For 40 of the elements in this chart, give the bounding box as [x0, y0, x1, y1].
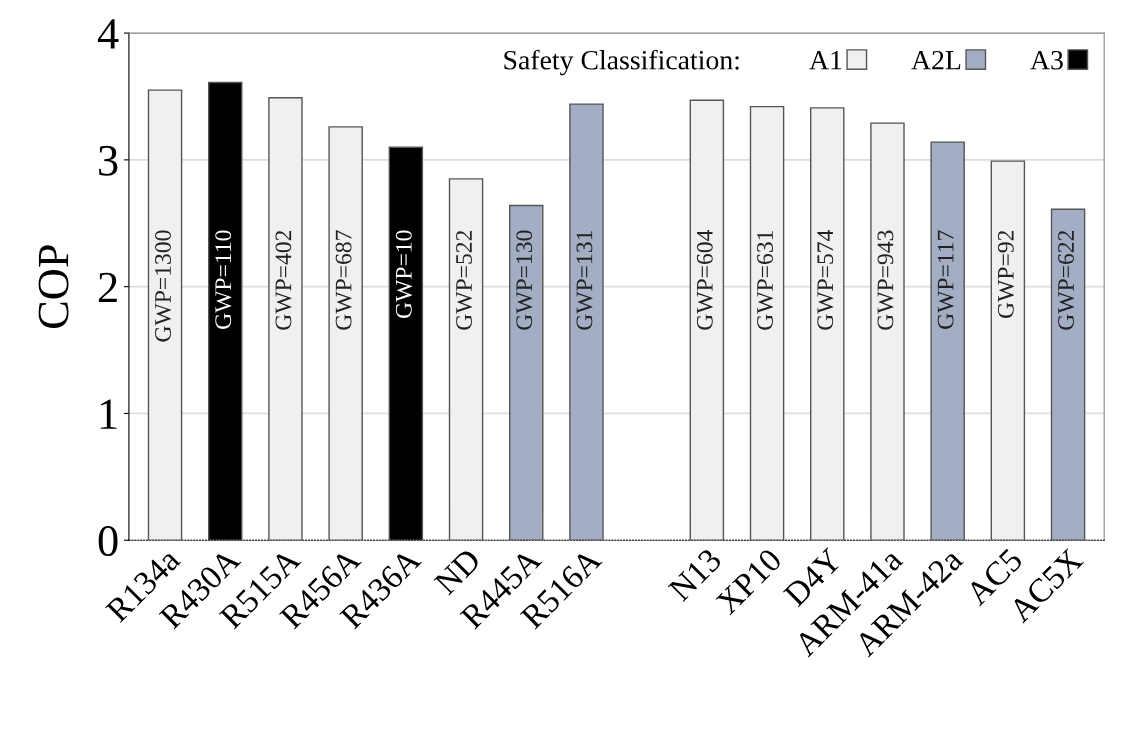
annotation: GWP=1300	[155, 230, 172, 342]
bar	[569, 103, 604, 541]
annotation: GWP=631	[757, 231, 774, 330]
bar	[749, 105, 785, 541]
annotation: GWP=10	[395, 230, 412, 319]
annotation: GWP=604	[696, 229, 713, 330]
annotation: GWP=110	[215, 230, 232, 329]
annotation: GWP=402	[275, 230, 292, 330]
legend-label: A2L	[911, 50, 961, 70]
y-axis-title: COP	[38, 245, 69, 329]
legend-title: Safety Classification:	[504, 49, 739, 76]
annotation: GWP=574	[817, 229, 834, 330]
bar	[508, 204, 544, 541]
bar	[207, 81, 243, 541]
bar	[388, 146, 424, 541]
legend-label: A3	[1030, 50, 1063, 70]
bar	[930, 141, 965, 541]
annotation: GWP=622	[1058, 230, 1075, 330]
annotation: GWP=522	[456, 230, 473, 330]
bar	[689, 99, 725, 541]
bar	[810, 107, 845, 541]
bar	[870, 122, 905, 541]
annotation: GWP=92	[997, 230, 1014, 319]
y-tick-label: 4	[97, 19, 119, 49]
y-tick-label: 2	[98, 272, 117, 303]
annotation: GWP=131	[576, 231, 593, 330]
annotation: GWP=687	[335, 230, 352, 330]
bar	[448, 178, 484, 541]
annotation: GWP=130	[516, 230, 533, 330]
y-tick-label: 0	[98, 526, 118, 557]
annotation: GWP=943	[877, 230, 894, 330]
bar	[990, 160, 1026, 541]
annotation: GWP=117	[937, 230, 954, 329]
bar	[268, 97, 303, 541]
bar	[328, 126, 363, 541]
bar	[1050, 208, 1086, 541]
y-tick-label: 1	[100, 399, 117, 429]
y-tick-label: 3	[99, 145, 118, 176]
legend-label: A1	[809, 50, 842, 70]
bar	[147, 89, 183, 541]
